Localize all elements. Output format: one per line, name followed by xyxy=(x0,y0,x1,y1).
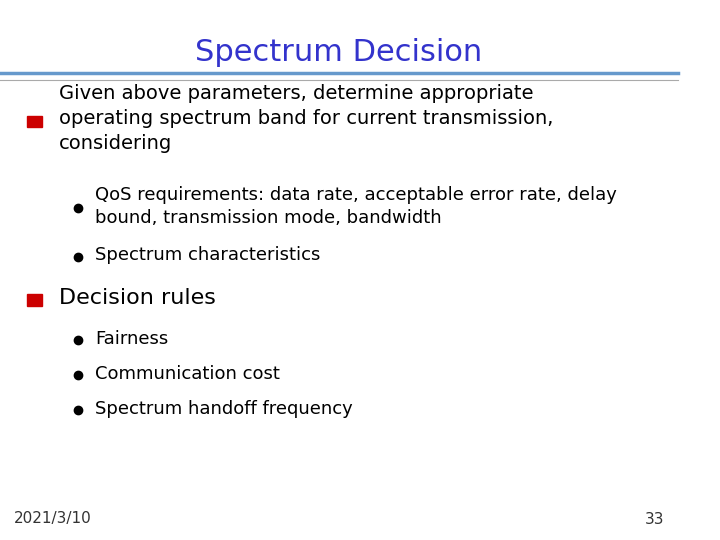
Text: 2021/3/10: 2021/3/10 xyxy=(14,511,91,526)
Text: Decision rules: Decision rules xyxy=(59,288,216,308)
Text: Fairness: Fairness xyxy=(95,329,168,348)
Text: Spectrum characteristics: Spectrum characteristics xyxy=(95,246,320,264)
Text: Spectrum handoff frequency: Spectrum handoff frequency xyxy=(95,400,353,418)
FancyBboxPatch shape xyxy=(27,116,42,127)
Text: Given above parameters, determine appropriate
operating spectrum band for curren: Given above parameters, determine approp… xyxy=(59,84,554,153)
Text: 33: 33 xyxy=(645,511,665,526)
Text: Spectrum Decision: Spectrum Decision xyxy=(195,38,482,67)
FancyBboxPatch shape xyxy=(27,294,42,306)
Text: Communication cost: Communication cost xyxy=(95,364,280,383)
Text: QoS requirements: data rate, acceptable error rate, delay
bound, transmission mo: QoS requirements: data rate, acceptable … xyxy=(95,186,617,227)
